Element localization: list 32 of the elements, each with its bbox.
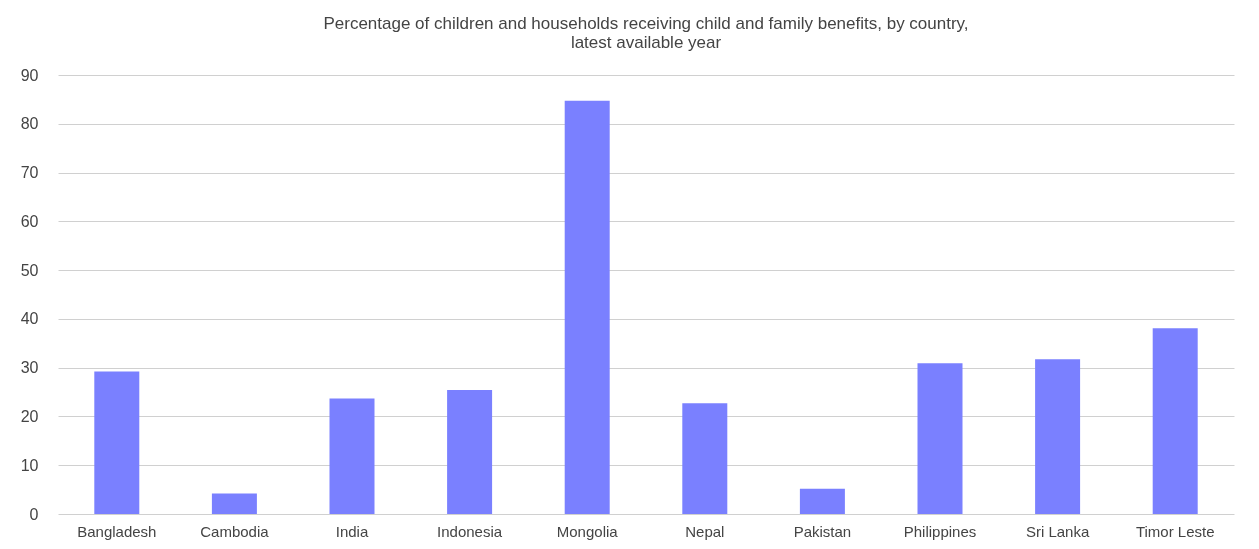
x-tick-label: Timor Leste: [1135, 522, 1215, 540]
x-tick-label: Nepal: [685, 522, 725, 540]
bar: [94, 371, 140, 514]
x-tick-label: Indonesia: [437, 522, 503, 540]
y-tick-label: 50: [20, 261, 39, 279]
y-tick-label: 80: [20, 115, 39, 133]
text: latest available year: [570, 33, 722, 52]
y-tick-label: 10: [20, 456, 39, 474]
bar: [1035, 359, 1081, 514]
bar: [799, 488, 845, 514]
x-tick-label: Cambodia: [200, 522, 270, 540]
y-tick-label: 60: [20, 212, 39, 230]
bar: [1152, 328, 1198, 514]
bar: [682, 403, 728, 514]
bar: [211, 493, 257, 514]
y-tick-label: 40: [20, 310, 39, 328]
y-tick-label: 30: [20, 359, 39, 377]
x-tick-label: India: [335, 522, 369, 540]
x-tick-label: Pakistan: [793, 522, 852, 540]
y-tick-label: 70: [20, 164, 39, 182]
text: Percentage of children and households receiving child and family benefits, by country,: [323, 14, 969, 33]
x-tick-label: Philippines: [903, 522, 977, 540]
y-tick-label: 20: [20, 407, 39, 425]
x-tick-label: Sri Lanka: [1025, 522, 1090, 540]
bar: [447, 390, 493, 514]
bar: [329, 398, 375, 514]
y-tick-label: 0: [29, 505, 39, 523]
y-tick-label: 90: [20, 66, 39, 84]
bar: [564, 100, 610, 514]
x-tick-label: Bangladesh: [77, 522, 157, 540]
x-tick-label: Mongolia: [556, 522, 619, 540]
bar: [917, 363, 963, 514]
